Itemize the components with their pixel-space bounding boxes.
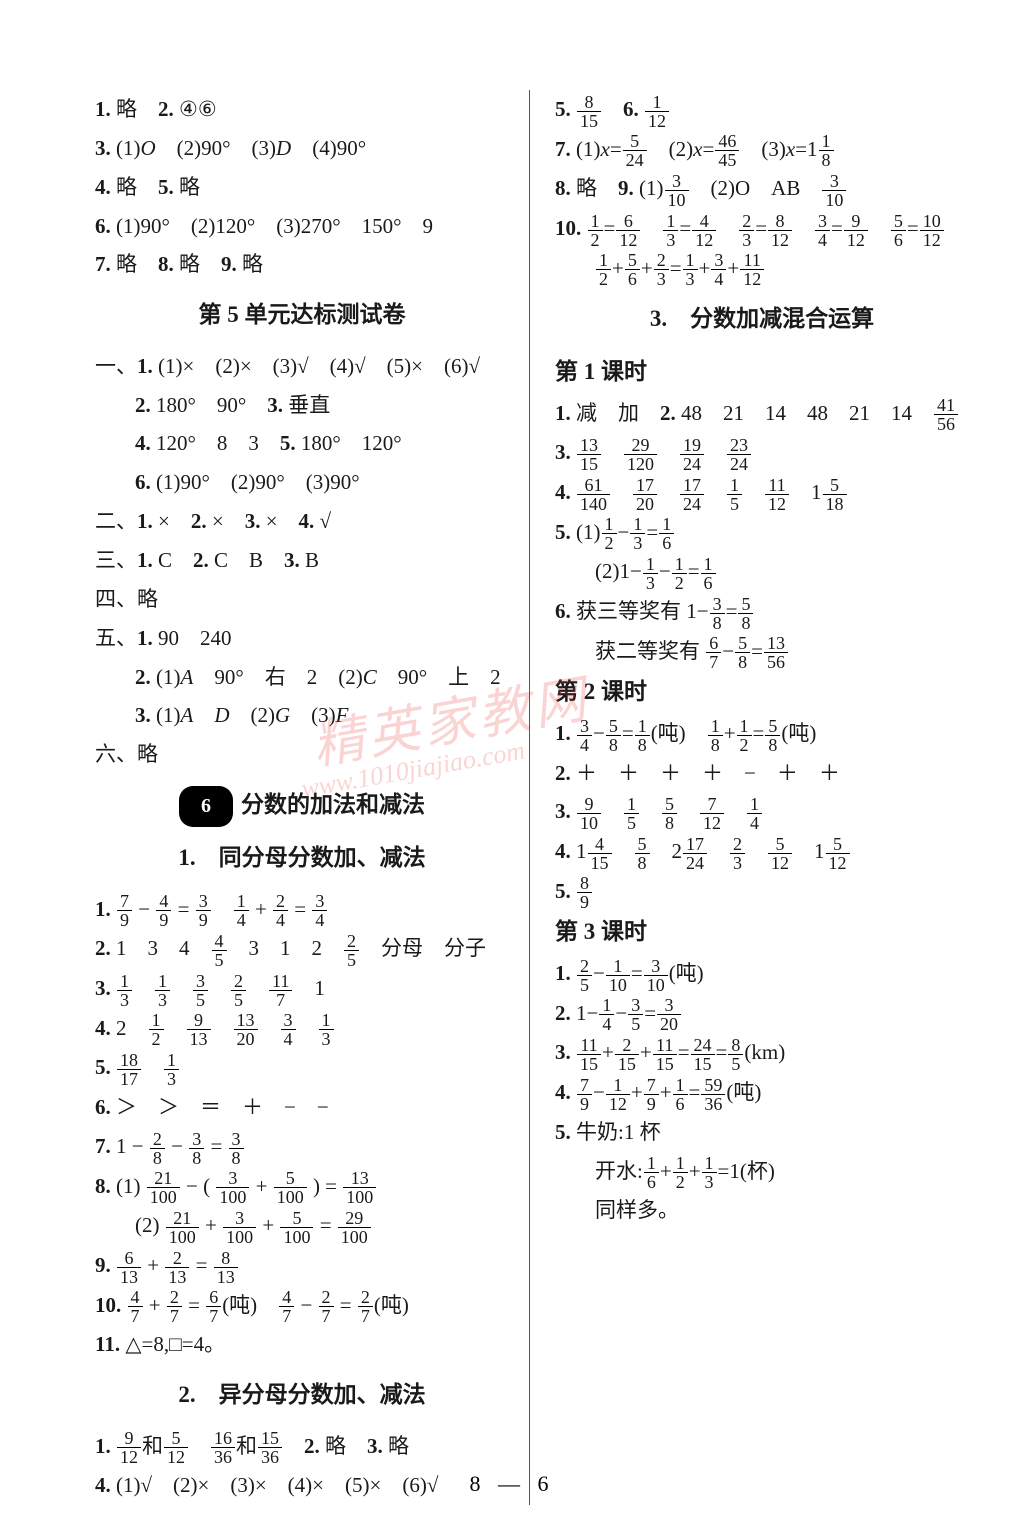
math-line: 1. 34−58=18(吨) 18+12=58(吨) [555,714,969,754]
math-line: 12+56+23=13+34+1112 [555,249,969,289]
math-line: 2. 1−14−35=320 [555,994,969,1034]
subheading: 2. 异分母分数加、减法 [95,1374,509,1417]
math-line: 5. 89 [555,872,969,912]
math-line: 2. ＋ ＋ ＋ ＋ − ＋ ＋ [555,754,969,793]
math-line: (2)1−13−12=16 [555,552,969,592]
math-line: 5. 牛奶:1 杯 [555,1113,969,1152]
unit6-title: 分数的加法和减法 [241,792,425,817]
math-line: 同样多。 [555,1191,969,1230]
math-line: 开水:16+12+13=1(杯) [555,1152,969,1192]
text-line: 2. (1)A 90° 右 2 (2)C 90° 上 2 [95,658,509,697]
text-line: 二、1. × 2. × 3. × 4. √ [95,502,509,541]
math-line: 4. 1415 58 21724 23 512 1512 [555,832,969,872]
text-line: 4. 120° 8 3 5. 180° 120° [95,424,509,463]
math-line: 2. 1 3 4 45 3 1 2 25 分母 分子 [95,929,509,969]
math-line: 9. 613 + 213 = 813 [95,1246,509,1286]
text-line: 1. 略 2. ④⑥ [95,90,509,129]
text-line: 6. (1)90° (2)90° (3)90° [95,463,509,502]
math-line: 1. 79 − 49 = 39 14 + 24 = 34 [95,890,509,930]
unit6-heading: 6 分数的加法和减法 [95,784,509,827]
text-line: 3. (1)A D (2)G (3)F [95,696,509,735]
math-line: 10. 47 + 27 = 67(吨) 47 − 27 = 27(吨) [95,1286,509,1326]
math-line: 获二等奖有 67−58=1356 [555,632,969,672]
text-line: 2. 180° 90° 3. 垂直 [95,386,509,425]
lesson-heading: 第 1 课时 [555,351,969,394]
math-line: 4. 61140 1720 1724 15 1112 1518 [555,473,969,513]
math-line: 5. (1)12−13=16 [555,513,969,553]
subheading: 1. 同分母分数加、减法 [95,837,509,880]
math-line: 4. 2 12 913 1320 34 13 [95,1009,509,1049]
page-number: 8 — 6 [0,1471,1024,1497]
math-line: 6. ＞ ＞ ＝ ＋ − − [95,1088,509,1127]
math-line: 1. 减 加 2. 48 21 14 48 21 14 4156 [555,394,969,434]
math-line: 1. 912和512 1636和1536 2. 略 3. 略 [95,1427,509,1467]
math-line: 1. 25−110=310(吨) [555,954,969,994]
math-line: 7. 1 − 28 − 38 = 38 [95,1127,509,1167]
right-column: 5. 815 6. 112 7. (1)x=524 (2)x=4645 (3)x… [530,90,969,1505]
lesson-heading: 第 2 课时 [555,671,969,714]
left-column: 1. 略 2. ④⑥ 3. (1)O (2)90° (3)D (4)90° 4.… [95,90,530,1505]
text-line: 7. 略 8. 略 9. 略 [95,245,509,284]
text-line: 六、略 [95,735,509,774]
math-line: 7. (1)x=524 (2)x=4645 (3)x=118 [555,130,969,170]
math-line: 8. (1) 21100 − ( 3100 + 5100 ) = 13100 [95,1167,509,1207]
text-line: 4. 略 5. 略 [95,168,509,207]
text-line: 3. (1)O (2)90° (3)D (4)90° [95,129,509,168]
text-line: 五、1. 90 240 [95,619,509,658]
math-line: 4. 79−112+79+16=5936(吨) [555,1073,969,1113]
text-line: 三、1. C 2. C B 3. B [95,541,509,580]
math-line: 5. 815 6. 112 [555,90,969,130]
math-line: 11. △=8,□=4。 [95,1325,509,1364]
math-line: 3. 13 13 35 25 117 1 [95,969,509,1009]
subheading: 3. 分数加减混合运算 [555,298,969,341]
text-line: 6. (1)90° (2)120° (3)270° 150° 9 [95,207,509,246]
math-line: 5. 1817 13 [95,1048,509,1088]
pill-badge: 6 [179,786,233,827]
math-line: 3. 1315 29120 1924 2324 [555,433,969,473]
math-line: 6. 获三等奖有 1−38=58 [555,592,969,632]
text-line: 四、略 [95,580,509,619]
page-container: 1. 略 2. ④⑥ 3. (1)O (2)90° (3)D (4)90° 4.… [0,0,1024,1525]
math-line: 3. 910 15 58 712 14 [555,792,969,832]
unit5-heading: 第 5 单元达标测试卷 [95,294,509,337]
text-line: 一、1. (1)× (2)× (3)√ (4)√ (5)× (6)√ [95,347,509,386]
math-line: 8. 略 9. (1)310 (2)O AB 310 [555,169,969,209]
math-line: 3. 1115+215+1115=2415=85(km) [555,1033,969,1073]
math-line: (2) 21100 + 3100 + 5100 = 29100 [95,1206,509,1246]
lesson-heading: 第 3 课时 [555,911,969,954]
math-line: 10. 12=612 13=412 23=812 34=912 56=1012 [555,209,969,249]
